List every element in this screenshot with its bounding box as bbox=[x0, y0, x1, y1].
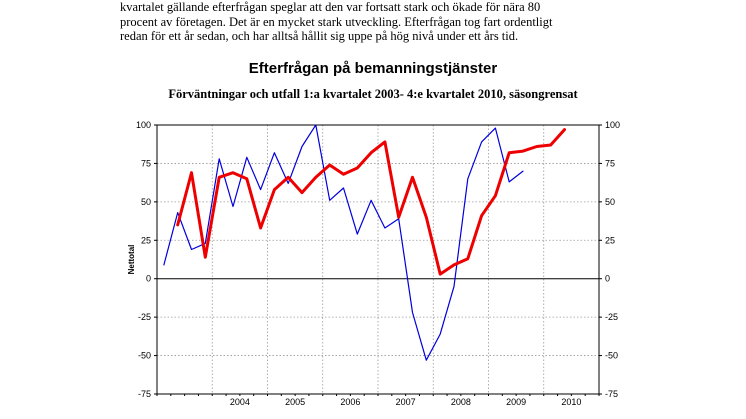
intro-line: procent av företagen. Det är en mycket s… bbox=[120, 14, 553, 29]
chart-title: Efterfrågan på bemanningstjänster bbox=[248, 60, 498, 77]
y-tick-label-right: 0 bbox=[605, 274, 610, 284]
y-tick-label-right: 50 bbox=[605, 197, 615, 207]
y-tick-label-right: -75 bbox=[605, 389, 618, 399]
y-tick-label-left: -25 bbox=[138, 312, 151, 322]
x-tick-label: 2005 bbox=[285, 397, 305, 407]
y-tick-label-left: 75 bbox=[141, 158, 151, 168]
y-tick-label-right: 100 bbox=[605, 120, 620, 130]
y-axis-label: Nettotal bbox=[127, 245, 136, 275]
y-tick-label-right: 25 bbox=[605, 235, 615, 245]
intro-line: redan för ett år sedan, och har alltså h… bbox=[120, 29, 519, 43]
x-tick-label: 2004 bbox=[230, 397, 250, 407]
intro-line: kvartalet gällande efterfrågan speglar a… bbox=[120, 0, 541, 14]
x-tick-label: 2006 bbox=[340, 397, 360, 407]
series-line-blue bbox=[163, 124, 524, 361]
y-tick-label-left: 25 bbox=[141, 235, 151, 245]
y-tick-label-left: 0 bbox=[146, 274, 151, 284]
chart-subtitle: Förväntningar och utfall 1:a kvartalet 2… bbox=[168, 87, 578, 101]
y-tick-label-left: -50 bbox=[138, 351, 151, 361]
x-tick-label: 2007 bbox=[396, 397, 416, 407]
x-tick-label: 2009 bbox=[506, 397, 526, 407]
x-tick-label: 2010 bbox=[561, 397, 581, 407]
x-tick-label: 2008 bbox=[451, 397, 471, 407]
y-tick-label-left: 50 bbox=[141, 197, 151, 207]
series-line-red bbox=[176, 128, 566, 276]
y-tick-label-right: 75 bbox=[605, 158, 615, 168]
y-tick-label-right: -25 bbox=[605, 312, 618, 322]
y-tick-label-left: -75 bbox=[138, 389, 151, 399]
y-tick-label-right: -50 bbox=[605, 351, 618, 361]
intro-text: kvartalet gällande efterfrågan speglar a… bbox=[120, 0, 640, 44]
y-tick-label-left: 100 bbox=[136, 120, 151, 130]
